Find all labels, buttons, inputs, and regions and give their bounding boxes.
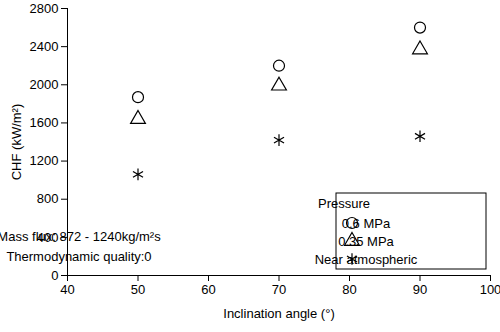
svg-text:100: 100 [480, 282, 500, 297]
svg-text:70: 70 [272, 282, 286, 297]
svg-text:CHF (kW/m²): CHF (kW/m²) [9, 104, 24, 181]
svg-text:0: 0 [51, 268, 58, 283]
svg-text:Pressure: Pressure [318, 196, 370, 211]
svg-text:40: 40 [60, 282, 74, 297]
svg-text:800: 800 [37, 191, 59, 206]
svg-text:0.35 MPa: 0.35 MPa [338, 234, 394, 249]
svg-text:60: 60 [201, 282, 215, 297]
svg-text:2400: 2400 [30, 39, 59, 54]
svg-text:Thermodynamic quality:0: Thermodynamic quality:0 [6, 249, 151, 264]
svg-text:0.6 MPa: 0.6 MPa [342, 216, 391, 231]
svg-text:2000: 2000 [30, 77, 59, 92]
svg-text:Mass flux: 872 - 1240kg/m²s: Mass flux: 872 - 1240kg/m²s [0, 229, 161, 244]
svg-text:Near atmospheric: Near atmospheric [315, 252, 418, 267]
svg-text:Inclination angle (°): Inclination angle (°) [223, 306, 334, 321]
svg-text:1600: 1600 [30, 115, 59, 130]
svg-text:50: 50 [131, 282, 145, 297]
svg-text:90: 90 [413, 282, 427, 297]
svg-text:2800: 2800 [30, 1, 59, 16]
svg-text:1200: 1200 [30, 153, 59, 168]
svg-text:80: 80 [342, 282, 356, 297]
